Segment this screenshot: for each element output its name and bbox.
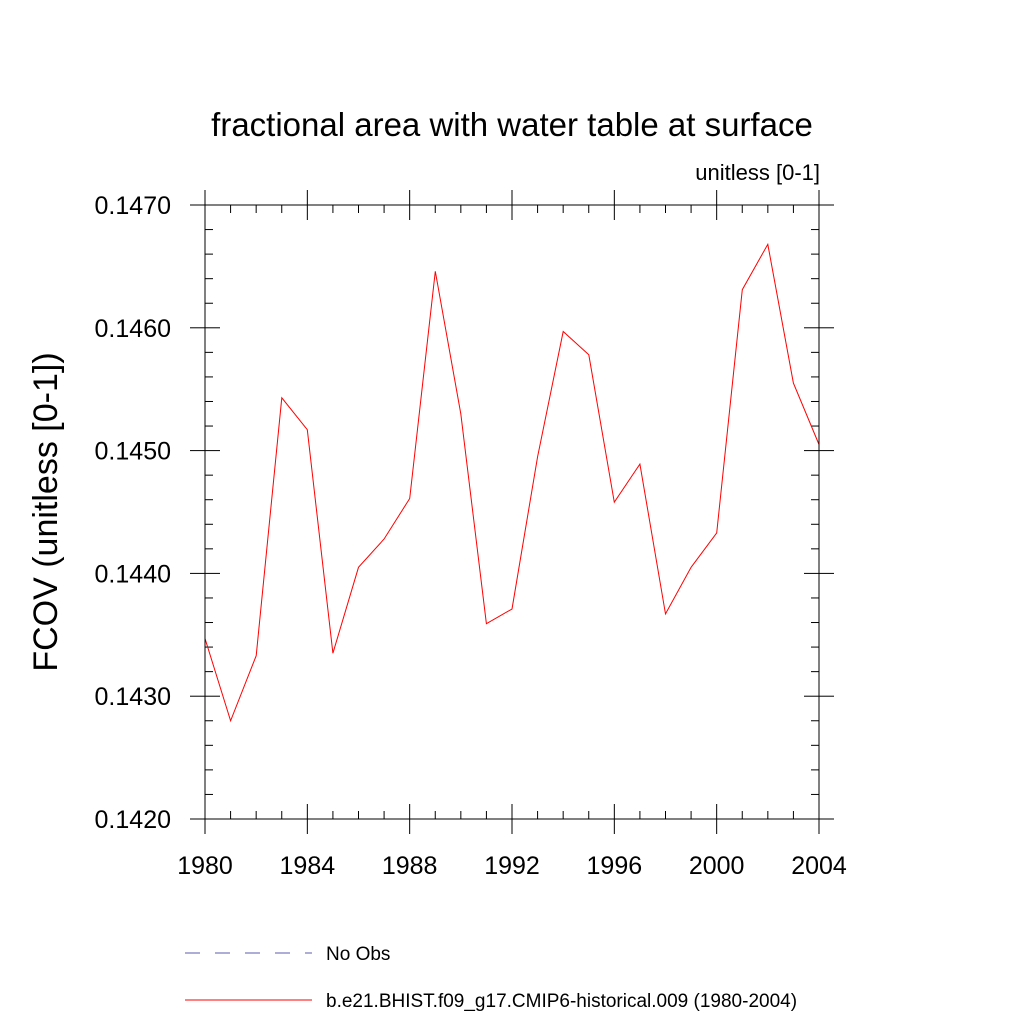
y-tick-label: 0.1440 <box>95 560 171 588</box>
x-tick-label: 1984 <box>280 852 336 880</box>
legend: No Obs b.e21.BHIST.f09_g17.CMIP6-historic… <box>185 944 797 1012</box>
axis-ticks <box>190 190 834 834</box>
y-tick-label: 0.1450 <box>95 438 171 466</box>
legend-label: No Obs <box>326 944 390 965</box>
x-tick-label: 2004 <box>791 852 847 880</box>
series-line <box>204 242 820 723</box>
x-tick-label: 1980 <box>177 852 233 880</box>
x-tick-label: 1988 <box>382 852 438 880</box>
tick-labels: 1980 1984 1988 1992 1996 2000 2004 0.1420 0.1430… <box>95 192 847 880</box>
y-tick-label: 0.1460 <box>95 315 171 343</box>
y-tick-label: 0.1470 <box>95 192 171 220</box>
x-tick-label: 1996 <box>587 852 643 880</box>
x-tick-label: 1992 <box>484 852 540 880</box>
x-tick-label: 2000 <box>689 852 745 880</box>
y-tick-label: 0.1420 <box>95 806 171 834</box>
y-axis-label: FCOV (unitless [0-1]) <box>27 352 65 671</box>
units-label: unitless [0-1] <box>695 160 820 185</box>
series-layer <box>204 242 820 723</box>
plot-frame <box>204 204 820 820</box>
chart-title: fractional area with water table at surf… <box>211 106 813 143</box>
legend-label: b.e21.BHIST.f09_g17.CMIP6-historical.009… <box>326 991 797 1012</box>
y-tick-label: 0.1430 <box>95 683 171 711</box>
